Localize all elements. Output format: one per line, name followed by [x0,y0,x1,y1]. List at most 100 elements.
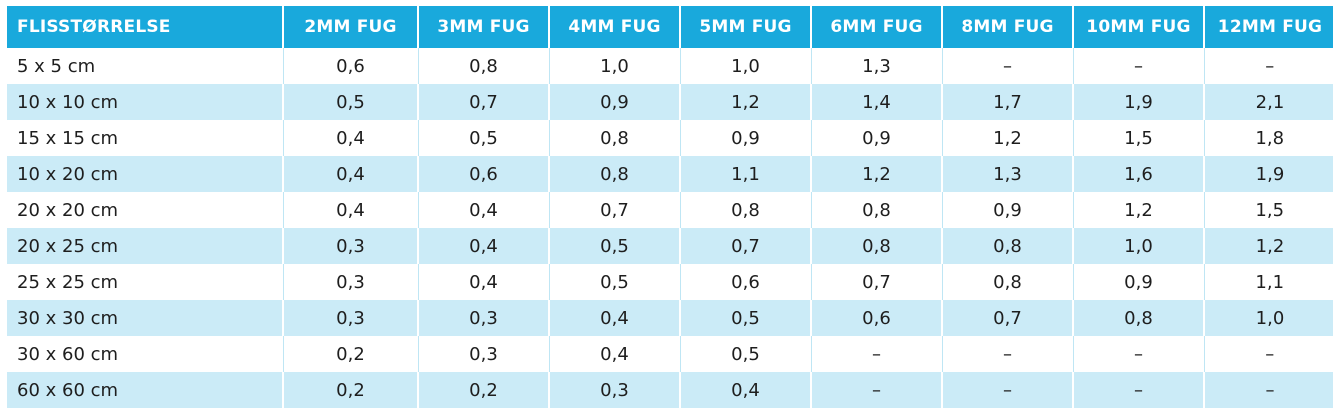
header-cell: 5MM FUG [680,6,812,48]
consumption-value-cell: 0,9 [549,84,681,120]
consumption-value-cell: 0,5 [418,120,550,156]
consumption-value-cell: 0,6 [680,264,812,300]
consumption-value-cell: – [1073,48,1205,84]
consumption-value-cell: 1,3 [811,48,943,84]
consumption-value-cell: – [1073,372,1205,408]
consumption-value-cell: 0,5 [680,336,812,372]
consumption-value-cell: – [942,372,1074,408]
tile-size-cell: 60 x 60 cm [7,372,284,408]
table-row: 15 x 15 cm 0,4 0,5 0,8 0,9 0,9 1,2 1,5 1,8 [7,120,1333,156]
consumption-value-cell: 0,5 [549,228,681,264]
consumption-value-cell: – [1204,372,1333,408]
consumption-value-cell: 1,9 [1204,156,1333,192]
consumption-value-cell: 0,2 [418,372,550,408]
consumption-value-cell: 0,7 [418,84,550,120]
consumption-value-cell: 0,9 [1073,264,1205,300]
consumption-value-cell: 1,0 [1204,300,1333,336]
consumption-value-cell: 1,2 [1204,228,1333,264]
consumption-value-cell: 1,1 [680,156,812,192]
consumption-value-cell: 1,0 [549,48,681,84]
consumption-value-cell: 0,8 [811,192,943,228]
consumption-value-cell: 0,3 [418,336,550,372]
consumption-value-cell: 0,4 [680,372,812,408]
consumption-value-cell: 0,4 [418,192,550,228]
grout-consumption-table-container: FLISSTØRRELSE 2MM FUG 3MM FUG 4MM FUG 5M… [7,6,1333,408]
consumption-value-cell: 0,9 [942,192,1074,228]
consumption-value-cell: 1,2 [942,120,1074,156]
consumption-value-cell: 0,4 [283,192,419,228]
consumption-value-cell: 1,8 [1204,120,1333,156]
table-row: 20 x 20 cm 0,4 0,4 0,7 0,8 0,8 0,9 1,2 1,5 [7,192,1333,228]
consumption-value-cell: 0,3 [418,300,550,336]
consumption-value-cell: 0,4 [549,336,681,372]
consumption-value-cell: 0,3 [549,372,681,408]
consumption-value-cell: 1,5 [1204,192,1333,228]
consumption-value-cell: 0,9 [811,120,943,156]
consumption-value-cell: – [1204,48,1333,84]
consumption-value-cell: 0,4 [283,120,419,156]
consumption-value-cell: 0,8 [549,120,681,156]
consumption-value-cell: 0,3 [283,264,419,300]
table-row: 25 x 25 cm 0,3 0,4 0,5 0,6 0,7 0,8 0,9 1,1 [7,264,1333,300]
table-row: 60 x 60 cm 0,2 0,2 0,3 0,4– – – – [7,372,1333,408]
tile-size-cell: 20 x 25 cm [7,228,284,264]
header-cell: 12MM FUG [1204,6,1333,48]
consumption-value-cell: 0,6 [283,48,419,84]
table-row: 5 x 5 cm 0,6 0,8 1,0 1,0 1,3– – – [7,48,1333,84]
consumption-value-cell: – [811,336,943,372]
consumption-value-cell: – [1204,336,1333,372]
consumption-value-cell: – [811,372,943,408]
consumption-value-cell: – [1073,336,1205,372]
consumption-value-cell: 0,5 [283,84,419,120]
consumption-value-cell: 0,7 [811,264,943,300]
table-row: 30 x 30 cm 0,3 0,3 0,4 0,5 0,6 0,7 0,8 1,0 [7,300,1333,336]
header-cell: 2MM FUG [283,6,419,48]
table-header: FLISSTØRRELSE 2MM FUG 3MM FUG 4MM FUG 5M… [7,6,1333,48]
consumption-value-cell: 0,9 [680,120,812,156]
consumption-value-cell: 0,3 [283,300,419,336]
consumption-value-cell: 1,0 [680,48,812,84]
consumption-value-cell: – [942,48,1074,84]
grout-consumption-table: FLISSTØRRELSE 2MM FUG 3MM FUG 4MM FUG 5M… [7,6,1333,408]
header-cell: 10MM FUG [1073,6,1205,48]
consumption-value-cell: 0,6 [811,300,943,336]
consumption-value-cell: 2,1 [1204,84,1333,120]
consumption-value-cell: 1,3 [942,156,1074,192]
header-cell-tile-size: FLISSTØRRELSE [7,6,284,48]
consumption-value-cell: 0,2 [283,372,419,408]
header-row: FLISSTØRRELSE 2MM FUG 3MM FUG 4MM FUG 5M… [7,6,1333,48]
consumption-value-cell: 0,7 [549,192,681,228]
consumption-value-cell: 0,7 [942,300,1074,336]
consumption-value-cell: – [942,336,1074,372]
consumption-value-cell: 1,1 [1204,264,1333,300]
header-cell: 3MM FUG [418,6,550,48]
table-row: 30 x 60 cm 0,2 0,3 0,4 0,5– – – – [7,336,1333,372]
tile-size-cell: 10 x 20 cm [7,156,284,192]
tile-size-cell: 30 x 60 cm [7,336,284,372]
consumption-value-cell: 0,8 [811,228,943,264]
consumption-value-cell: 1,7 [942,84,1074,120]
consumption-value-cell: 0,8 [942,228,1074,264]
consumption-value-cell: 1,5 [1073,120,1205,156]
tile-size-cell: 10 x 10 cm [7,84,284,120]
tile-size-cell: 15 x 15 cm [7,120,284,156]
table-body: 5 x 5 cm 0,6 0,8 1,0 1,0 1,3– – –10 x 10 cm 0,5 0… [7,48,1333,408]
consumption-value-cell: 0,8 [418,48,550,84]
table-row: 10 x 20 cm 0,4 0,6 0,8 1,1 1,2 1,3 1,6 1,9 [7,156,1333,192]
consumption-value-cell: 0,5 [549,264,681,300]
consumption-value-cell: 0,5 [680,300,812,336]
consumption-value-cell: 0,4 [418,228,550,264]
consumption-value-cell: 0,8 [1073,300,1205,336]
consumption-value-cell: 1,2 [680,84,812,120]
consumption-value-cell: 0,8 [942,264,1074,300]
tile-size-cell: 25 x 25 cm [7,264,284,300]
header-cell: 8MM FUG [942,6,1074,48]
table-row: 10 x 10 cm 0,5 0,7 0,9 1,2 1,4 1,7 1,9 2,1 [7,84,1333,120]
header-cell: 6MM FUG [811,6,943,48]
consumption-value-cell: 0,4 [283,156,419,192]
consumption-value-cell: 1,4 [811,84,943,120]
consumption-value-cell: 0,3 [283,228,419,264]
consumption-value-cell: 1,2 [811,156,943,192]
tile-size-cell: 30 x 30 cm [7,300,284,336]
consumption-value-cell: 1,0 [1073,228,1205,264]
